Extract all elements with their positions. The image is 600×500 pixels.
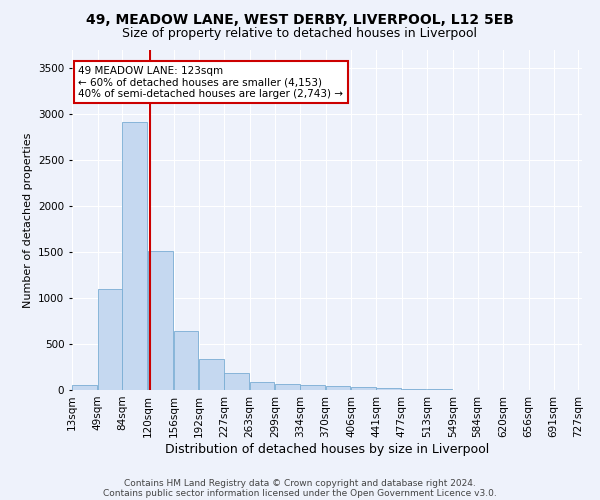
Y-axis label: Number of detached properties: Number of detached properties <box>23 132 32 308</box>
Bar <box>250 382 274 390</box>
Text: Contains HM Land Registry data © Crown copyright and database right 2024.: Contains HM Land Registry data © Crown c… <box>124 478 476 488</box>
Bar <box>72 385 97 390</box>
Bar <box>376 388 401 390</box>
Bar <box>224 373 249 390</box>
Bar <box>148 251 173 390</box>
Bar <box>275 384 300 390</box>
Text: Contains public sector information licensed under the Open Government Licence v3: Contains public sector information licen… <box>103 488 497 498</box>
X-axis label: Distribution of detached houses by size in Liverpool: Distribution of detached houses by size … <box>165 442 489 456</box>
Bar <box>326 386 350 390</box>
Bar <box>199 359 224 390</box>
Bar <box>98 289 122 390</box>
Bar <box>351 387 376 390</box>
Bar <box>300 385 325 390</box>
Text: Size of property relative to detached houses in Liverpool: Size of property relative to detached ho… <box>122 28 478 40</box>
Text: 49, MEADOW LANE, WEST DERBY, LIVERPOOL, L12 5EB: 49, MEADOW LANE, WEST DERBY, LIVERPOOL, … <box>86 12 514 26</box>
Bar <box>173 331 199 390</box>
Text: 49 MEADOW LANE: 123sqm
← 60% of detached houses are smaller (4,153)
40% of semi-: 49 MEADOW LANE: 123sqm ← 60% of detached… <box>79 66 343 99</box>
Bar <box>401 388 427 390</box>
Bar <box>122 122 147 390</box>
